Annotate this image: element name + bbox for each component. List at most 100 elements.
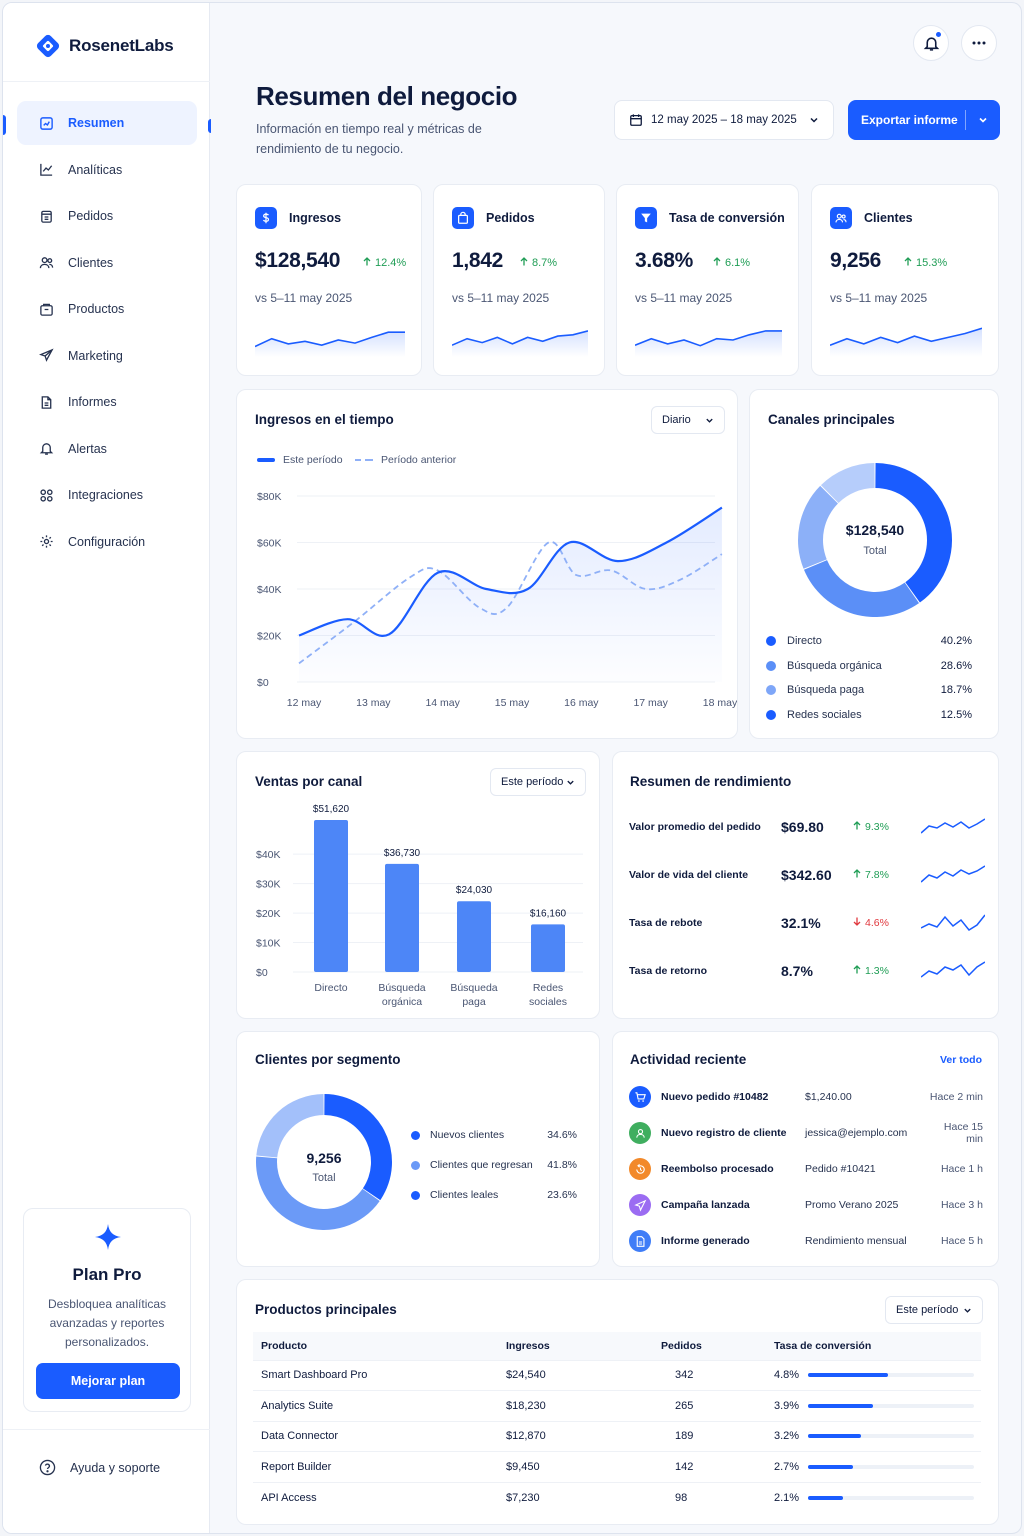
- sidebar-nav: Resumen Analíticas Pedidos Clientes Prod…: [17, 101, 197, 566]
- y-tick-label: $40K: [256, 849, 281, 861]
- y-tick-label: $10K: [256, 938, 281, 950]
- pro-plan-description: Desbloquea analíticas avanzadas y report…: [47, 1297, 167, 1349]
- legend-item: Directo 40.2%: [766, 635, 972, 647]
- conversion-cell: 2.1%: [774, 1492, 981, 1504]
- activity-item[interactable]: Reembolso procesado Pedido #10421 Hace 1 h: [629, 1156, 983, 1182]
- sparkline-line: [452, 330, 588, 346]
- legend-percent: 28.6%: [940, 659, 972, 672]
- kpi-card[interactable]: Clientes 9,256 15.3% vs 5–11 may 2025: [811, 184, 999, 376]
- legend-swatch: [766, 660, 776, 671]
- sidebar-item-informes[interactable]: Informes: [17, 380, 197, 424]
- more-options-button[interactable]: [961, 25, 997, 61]
- x-tick-label: 13 may: [356, 697, 391, 709]
- conversion-bar-track: [808, 1464, 974, 1469]
- export-dropdown-toggle[interactable]: [966, 115, 1000, 125]
- sidebar-item-analiticas[interactable]: Analíticas: [17, 148, 197, 192]
- series-line-current: [298, 506, 723, 637]
- sidebar-item-clientes[interactable]: Clientes: [17, 241, 197, 285]
- activity-detail: jessica@ejemplo.com: [805, 1127, 908, 1139]
- legend-name: Nuevos clientes: [430, 1129, 505, 1141]
- metric-label: Tasa de retorno: [629, 965, 707, 977]
- bar[interactable]: [457, 901, 491, 972]
- donut-slice: [820, 463, 875, 503]
- y-tick-label: $80K: [257, 491, 282, 503]
- table-row[interactable]: Smart Dashboard Pro $24,540 342 4.8%: [253, 1359, 981, 1391]
- activity-item[interactable]: Nuevo registro de cliente jessica@ejemplo…: [629, 1120, 983, 1146]
- arrow-up-icon: [520, 257, 528, 266]
- conversion-bar-track: [808, 1434, 974, 1439]
- brand[interactable]: RosenetLabs: [35, 33, 174, 59]
- segments-total-value: 9,256: [306, 1150, 342, 1166]
- notifications-button[interactable]: [913, 25, 949, 61]
- legend-item: Búsqueda orgánica 28.6%: [766, 660, 972, 672]
- activity-detail: Promo Verano 2025: [805, 1199, 899, 1211]
- view-all-link[interactable]: Ver todo: [939, 1054, 982, 1066]
- column-header[interactable]: Tasa de conversión: [766, 1332, 981, 1360]
- kpi-card[interactable]: Tasa de conversión 3.68% 6.1% vs 5–11 may 2…: [616, 184, 799, 376]
- table-row[interactable]: API Access $7,230 98 2.1%: [253, 1481, 981, 1513]
- product-conversion: 2.1%: [766, 1481, 981, 1513]
- activity-detail: Rendimiento mensual: [805, 1235, 907, 1247]
- date-range-picker[interactable]: 12 may 2025 – 18 may 2025: [614, 100, 834, 140]
- kpi-card[interactable]: Pedidos 1,842 8.7% vs 5–11 may 2025: [433, 184, 605, 376]
- sidebar-item-productos[interactable]: Productos: [17, 287, 197, 331]
- kpi-compare: vs 5–11 may 2025: [830, 291, 928, 305]
- legend-name: Clientes leales: [430, 1189, 499, 1201]
- activity-card: Actividad reciente Ver todo Nuevo pedido…: [612, 1031, 999, 1267]
- metric-delta-value: 9.3%: [865, 821, 889, 833]
- dollar-icon: [255, 207, 277, 229]
- arrow-up-icon: [853, 965, 861, 974]
- kpi-compare: vs 5–11 may 2025: [452, 291, 550, 305]
- activity-item[interactable]: Informe generado Rendimiento mensual Hace …: [629, 1228, 983, 1254]
- users-icon: [830, 207, 852, 229]
- channels-donut-chart: [798, 463, 953, 618]
- brand-name: RosenetLabs: [69, 36, 174, 55]
- notification-dot: [935, 31, 942, 38]
- table-row[interactable]: Data Connector $12,870 189 3.2%: [253, 1420, 981, 1452]
- sales-period-select[interactable]: Este período: [490, 768, 586, 796]
- table-row[interactable]: Report Builder $9,450 142 2.7%: [253, 1451, 981, 1482]
- bar[interactable]: [531, 924, 565, 972]
- granularity-select[interactable]: Diario: [651, 406, 725, 434]
- sidebar-item-integraciones[interactable]: Integraciones: [17, 473, 197, 517]
- products-table-body: Smart Dashboard Pro $24,540 342 4.8% Analyti…: [253, 1359, 981, 1513]
- sidebar-item-label: Resumen: [68, 116, 125, 130]
- activity-item[interactable]: Nuevo pedido #10482 $1,240.00 Hace 2 min: [629, 1084, 983, 1110]
- products-period-select[interactable]: Este período: [885, 1296, 983, 1324]
- kpi-label: Clientes: [864, 211, 913, 225]
- metric-sparkline: [921, 818, 985, 834]
- export-report-button[interactable]: Exportar informe: [848, 100, 1000, 140]
- logo-icon: [36, 34, 60, 58]
- sidebar-item-marketing[interactable]: Marketing: [17, 334, 197, 378]
- kpi-label: Tasa de conversión: [669, 211, 785, 225]
- conversion-bar-track: [808, 1373, 974, 1378]
- bag-icon: [452, 207, 474, 229]
- metric-delta: 4.6%: [853, 917, 919, 929]
- product-orders: 189: [653, 1420, 766, 1452]
- sidebar-item-label: Pedidos: [68, 209, 114, 223]
- kpi-card[interactable]: Ingresos $128,540 12.4% vs 5–11 may 2025: [236, 184, 422, 376]
- export-label: Exportar informe: [861, 113, 958, 127]
- sidebar-item-pedidos[interactable]: Pedidos: [17, 194, 197, 238]
- upgrade-plan-button[interactable]: Mejorar plan: [36, 1363, 180, 1399]
- channels-total-value: $128,540: [845, 522, 905, 538]
- product-conversion: 4.8%: [766, 1359, 981, 1391]
- table-row[interactable]: Analytics Suite $18,230 265 3.9%: [253, 1390, 981, 1421]
- report-icon: [41, 395, 52, 409]
- sidebar-item-alertas[interactable]: Alertas: [17, 427, 197, 471]
- sidebar-item-configuracion[interactable]: Configuración: [17, 520, 197, 564]
- bar[interactable]: [314, 819, 348, 972]
- help-support-link[interactable]: Ayuda y soporte: [39, 1459, 160, 1476]
- sidebar-item-resumen[interactable]: Resumen: [17, 101, 197, 145]
- column-header[interactable]: Pedidos: [653, 1332, 766, 1360]
- arrow-up-icon: [713, 257, 721, 266]
- kpi-sparkline: [830, 327, 982, 357]
- kpi-value: 1,842: [452, 249, 504, 272]
- bar[interactable]: [385, 863, 419, 972]
- column-header[interactable]: Producto: [253, 1332, 498, 1360]
- legend-name: Redes sociales: [787, 708, 862, 721]
- kpi-delta-value: 15.3%: [916, 257, 948, 269]
- metric-value: 32.1%: [781, 915, 821, 931]
- column-header[interactable]: Ingresos: [498, 1332, 653, 1360]
- activity-item[interactable]: Campaña lanzada Promo Verano 2025 Hace 3 h: [629, 1192, 983, 1218]
